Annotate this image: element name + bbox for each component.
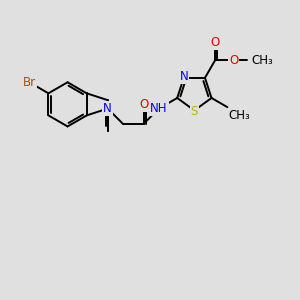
Text: CH₃: CH₃	[251, 54, 273, 67]
Text: NH: NH	[150, 102, 168, 115]
Text: S: S	[191, 105, 198, 119]
Text: O: O	[229, 54, 238, 67]
Text: N: N	[179, 70, 188, 83]
Text: O: O	[210, 36, 220, 49]
Text: Br: Br	[23, 76, 36, 89]
Text: CH₃: CH₃	[229, 109, 250, 122]
Text: O: O	[139, 98, 148, 111]
Text: N: N	[103, 102, 112, 115]
